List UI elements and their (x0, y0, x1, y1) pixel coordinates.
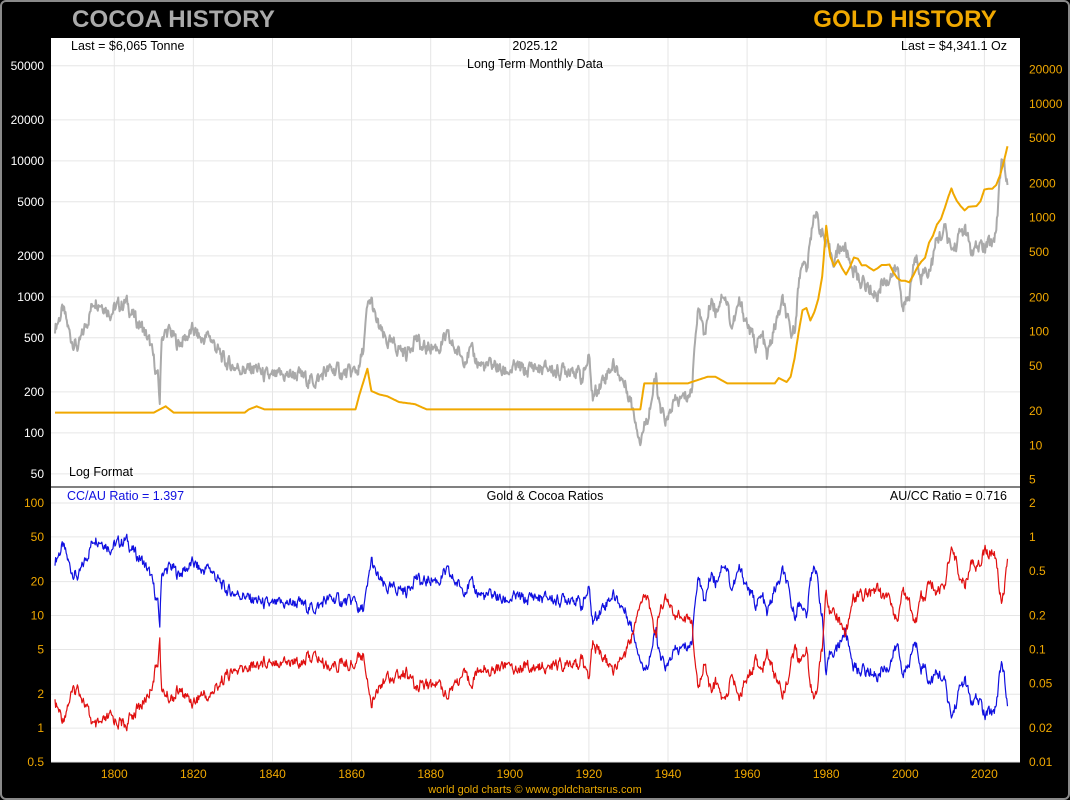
cocoa-tick-label: 1000 (17, 290, 44, 304)
gold-tick-label: 100 (1029, 325, 1049, 339)
au-cc-tick-label: 1 (1029, 530, 1036, 544)
cocoa-tick-label: 20000 (11, 113, 45, 127)
year-tick-label: 1860 (338, 767, 365, 781)
gold-tick-label: 500 (1029, 245, 1049, 259)
year-tick-label: 1920 (576, 767, 603, 781)
au-cc-ratio-series-line (54, 544, 1009, 732)
au-cc-tick-label: 0.05 (1029, 676, 1053, 690)
year-tick-label: 1900 (496, 767, 523, 781)
cc-au-tick-label: 10 (31, 609, 45, 623)
cocoa-tick-label: 50000 (11, 59, 45, 73)
cc-au-tick-label: 50 (31, 530, 45, 544)
year-axis-ticks: 1800 1820 1840 1860 1880 1900 1920 1940 1960 1980… (101, 767, 998, 781)
cocoa-axis-ticks: 50 100 200 500 1000 2000 5000 10000 20000 50000 (11, 59, 45, 481)
log-format-note: Log Format (69, 465, 133, 479)
gold-price-series-line (54, 146, 1009, 414)
cc-au-tick-label: 1 (37, 721, 44, 735)
cocoa-tick-label: 100 (24, 426, 44, 440)
ratio-panel-title: Gold & Cocoa Ratios (487, 489, 604, 503)
au-cc-tick-label: 0.1 (1029, 642, 1046, 656)
year-tick-label: 1940 (655, 767, 682, 781)
cocoa-tick-label: 200 (24, 385, 44, 399)
cocoa-tick-label: 5000 (17, 195, 44, 209)
ratio-panel-grid (51, 487, 1020, 763)
au-cc-ratio-readout: AU/CC Ratio = 0.716 (890, 489, 1007, 503)
chart-date-label: 2025.12 (512, 39, 557, 53)
gold-tick-label: 10000 (1029, 97, 1063, 111)
ratio-panel (51, 487, 1020, 762)
gold-tick-label: 200 (1029, 290, 1049, 304)
gold-last-readout: Last = $4,341.1 Oz (901, 39, 1007, 53)
cocoa-tick-label: 10000 (11, 154, 45, 168)
cc-au-tick-label: 20 (31, 575, 45, 589)
cc-au-axis-ticks: 0.5 1 2 5 10 20 50 100 (24, 496, 44, 769)
au-cc-tick-label: 0.01 (1029, 755, 1053, 769)
cocoa-tick-label: 2000 (17, 249, 44, 263)
gold-tick-label: 5000 (1029, 131, 1056, 145)
cocoa-last-readout: Last = $6,065 Tonne (71, 39, 184, 53)
cc-au-ratio-readout: CC/AU Ratio = 1.397 (67, 489, 184, 503)
gold-tick-label: 10 (1029, 438, 1043, 452)
au-cc-tick-label: 0.5 (1029, 564, 1046, 578)
gold-tick-label: 20 (1029, 404, 1043, 418)
year-tick-label: 1960 (734, 767, 761, 781)
year-tick-label: 1980 (813, 767, 840, 781)
year-tick-label: 1840 (259, 767, 286, 781)
gold-tick-label: 5 (1029, 473, 1036, 487)
price-panel (51, 38, 1020, 487)
cc-au-tick-label: 100 (24, 496, 44, 510)
gold-tick-label: 1000 (1029, 211, 1056, 225)
cocoa-price-series-line (54, 158, 1009, 447)
gold-tick-label: 50 (1029, 359, 1043, 373)
cc-au-tick-label: 2 (37, 687, 44, 701)
gold-axis-ticks: 5 10 20 50 100 200 500 1000 2000 5000 10000 20000 (1029, 63, 1063, 487)
cocoa-tick-label: 500 (24, 331, 44, 345)
footer-credit: world gold charts © www.goldchartsrus.co… (428, 784, 642, 796)
gold-tick-label: 2000 (1029, 176, 1056, 190)
cc-au-ratio-series-line (54, 533, 1009, 721)
price-panel-title: Long Term Monthly Data (467, 57, 603, 71)
cc-au-tick-label: 0.5 (27, 755, 44, 769)
year-tick-label: 2000 (892, 767, 919, 781)
au-cc-axis-ticks: 0.01 0.02 0.05 0.1 0.2 0.5 1 2 (1029, 496, 1053, 769)
year-tick-label: 2020 (971, 767, 998, 781)
cocoa-history-title: COCOA HISTORY (72, 6, 276, 33)
gold-history-title: GOLD HISTORY (813, 6, 997, 33)
year-tick-label: 1880 (417, 767, 444, 781)
gold-tick-label: 20000 (1029, 63, 1063, 77)
year-tick-label: 1820 (180, 767, 207, 781)
year-tick-label: 1800 (101, 767, 128, 781)
au-cc-tick-label: 2 (1029, 496, 1036, 510)
cocoa-tick-label: 50 (31, 467, 45, 481)
cc-au-tick-label: 5 (37, 642, 44, 656)
au-cc-tick-label: 0.2 (1029, 609, 1046, 623)
au-cc-tick-label: 0.02 (1029, 721, 1053, 735)
